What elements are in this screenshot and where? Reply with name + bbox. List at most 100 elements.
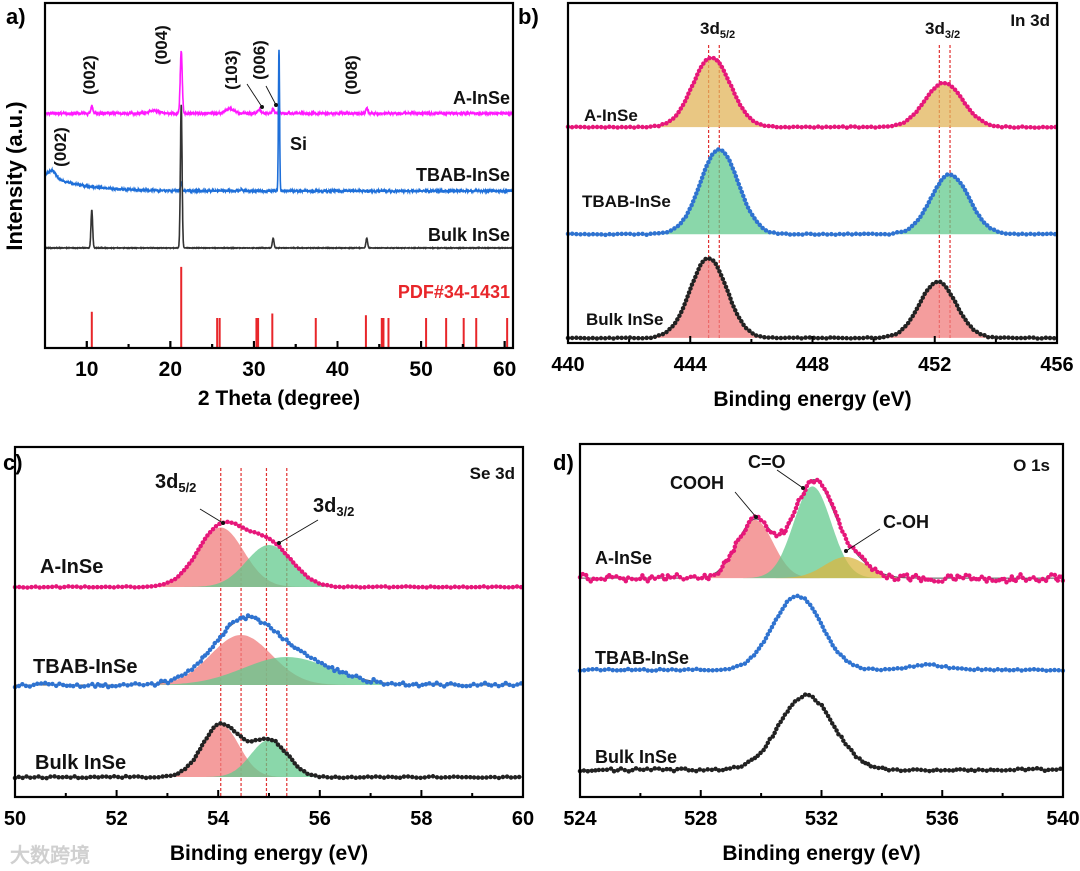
annotation-subscript: 5/2 — [720, 29, 735, 41]
series-points — [565, 55, 1060, 131]
fit-component — [177, 545, 361, 587]
series-label: A-InSe — [40, 556, 103, 578]
x-tick-label: 10 — [75, 358, 98, 381]
annotation-subscript: 3/2 — [945, 29, 960, 41]
peak-annotation: 3d3/2 — [925, 19, 960, 41]
series-line — [44, 49, 514, 196]
panel-a: a) PDF#34-1431 A-InSe TBAB-InSe Bulk InSe (00… — [2, 1, 516, 410]
panel-title: In 3d — [1010, 11, 1050, 30]
series-label: Bulk InSe — [428, 225, 510, 245]
annotation-main: 3d — [155, 471, 178, 493]
x-tick-label: 456 — [1040, 354, 1073, 376]
annotation-main: 3d — [700, 19, 720, 38]
x-tick-label: 52 — [105, 808, 127, 830]
annotation-main: 3d — [313, 495, 336, 517]
peak-annotation: (002) — [80, 55, 99, 95]
annotation-arrow — [278, 519, 319, 544]
peak-annotation: C=O — [748, 452, 786, 472]
peak-annotation: 3d5/2 — [155, 471, 196, 495]
x-tick-label: 58 — [410, 808, 432, 830]
series-points — [577, 476, 1066, 588]
annotation-arrowhead — [260, 105, 264, 109]
peak-annotation: (002) — [51, 127, 70, 167]
x-tick-label: 50 — [409, 358, 432, 381]
x-tick-label: 540 — [1046, 808, 1079, 830]
x-tick-label: 452 — [918, 354, 951, 376]
fit-component — [643, 149, 796, 235]
x-tick-label: 56 — [309, 808, 331, 830]
series-label: TBAB-InSe — [33, 656, 137, 678]
series-label: TBAB-InSe — [582, 192, 671, 211]
peak-annotation: C-OH — [883, 512, 929, 532]
plot-frame — [43, 1, 515, 350]
annotation-arrowhead — [754, 515, 758, 519]
fit-component — [864, 281, 1012, 338]
panel-d: d) A-InSe TBAB-InSe Bulk InSe COOH C=O C-OH O 1… — [553, 442, 1080, 865]
fit-component — [868, 82, 1020, 128]
series-label: TBAB-InSe — [416, 165, 510, 185]
panel-title: Se 3d — [470, 464, 515, 483]
panel-label: b) — [518, 4, 539, 29]
annotation-arrow — [845, 528, 881, 552]
panel-label: a) — [6, 4, 26, 29]
x-axis-label: 2 Theta (degree) — [198, 387, 360, 410]
x-axis-label: Binding energy (eV) — [722, 842, 920, 865]
peak-annotation: (103) — [222, 50, 241, 90]
fit-component — [119, 635, 363, 685]
peak-annotation: Si — [290, 134, 307, 154]
x-tick-label: 50 — [4, 808, 26, 830]
x-tick-label: 30 — [242, 358, 265, 381]
reference-pattern-label: PDF#34-1431 — [398, 282, 510, 302]
series-label: Bulk InSe — [586, 310, 663, 329]
fit-component — [874, 174, 1026, 235]
annotation-subscript: 3/2 — [336, 504, 354, 519]
peak-annotation: COOH — [670, 473, 724, 493]
x-tick-label: 444 — [674, 354, 708, 376]
peak-annotation: 3d3/2 — [313, 495, 354, 519]
series-points — [12, 720, 526, 781]
x-tick-label: 54 — [207, 808, 230, 830]
peak-annotation: (004) — [152, 25, 171, 65]
fit-envelope — [568, 56, 1057, 128]
annotation-subscript: 5/2 — [178, 480, 196, 495]
x-tick-label: 528 — [684, 808, 717, 830]
annotation-arrowhead — [274, 103, 278, 107]
annotation-arrowhead — [844, 549, 848, 553]
x-tick-label: 532 — [805, 808, 838, 830]
x-axis-label: Binding energy (eV) — [170, 842, 368, 865]
series-label: Bulk InSe — [35, 752, 126, 774]
peak-annotation: (008) — [342, 55, 361, 95]
x-tick-label: 60 — [493, 358, 516, 381]
x-axis-label: Binding energy (eV) — [713, 388, 911, 411]
annotation-arrow — [734, 491, 757, 518]
annotation-arrow — [265, 85, 277, 106]
x-tick-label: 536 — [926, 808, 959, 830]
series-points — [577, 593, 1066, 674]
x-tick-label: 440 — [551, 354, 584, 376]
fit-component — [635, 258, 782, 338]
peak-annotation: 3d5/2 — [700, 19, 735, 41]
series-points — [12, 519, 526, 591]
x-tick-label: 40 — [326, 358, 349, 381]
x-tick-label: 524 — [563, 808, 597, 830]
fit-component — [761, 557, 931, 579]
series-label: TBAB-InSe — [595, 648, 689, 668]
series-points — [565, 146, 1060, 238]
fit-component — [129, 527, 313, 587]
y-axis-label: Intensity (a.u.) — [2, 101, 27, 250]
fit-component — [195, 740, 343, 777]
series-label: Bulk InSe — [595, 747, 677, 767]
fit-component — [635, 57, 788, 128]
annotation-arrow — [246, 83, 263, 108]
series-points — [577, 691, 1066, 775]
series-label: A-InSe — [453, 88, 510, 108]
fit-component — [737, 486, 888, 579]
annotation-main: 3d — [925, 19, 945, 38]
annotation-arrowhead — [221, 521, 225, 525]
annotation-arrowhead — [801, 486, 805, 490]
series-points — [12, 612, 526, 692]
series-label: A-InSe — [584, 106, 638, 125]
x-tick-label: 60 — [512, 808, 534, 830]
